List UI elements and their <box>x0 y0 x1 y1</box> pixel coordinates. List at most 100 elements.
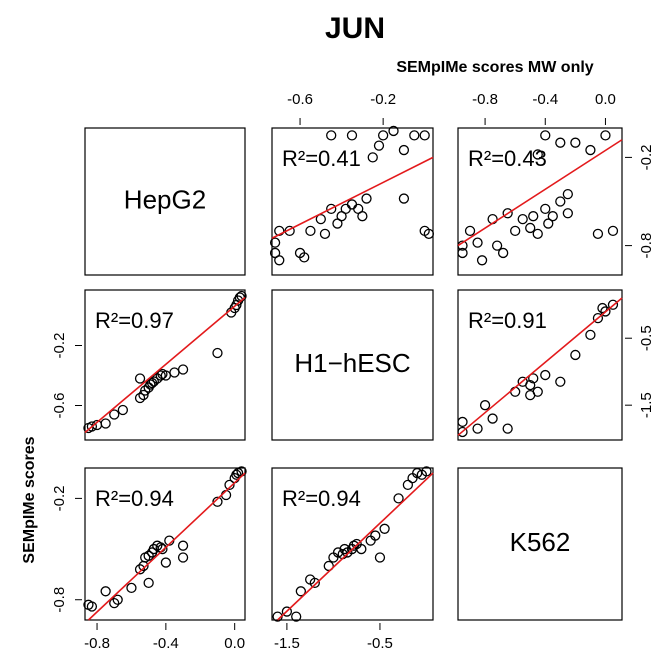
x-tick-label: -0.2 <box>370 91 396 108</box>
point <box>393 493 404 504</box>
point <box>547 211 558 222</box>
point <box>528 211 539 222</box>
x-tick-label: -0.6 <box>287 91 313 108</box>
fit-line <box>457 297 623 436</box>
panel-frame <box>271 289 434 441</box>
variable-label: H1−hESC <box>294 348 410 378</box>
r-squared: R²=0.43 <box>468 146 547 171</box>
point <box>157 543 168 555</box>
point <box>100 418 111 429</box>
y-tick-label: -0.8 <box>51 587 68 613</box>
point <box>517 213 528 225</box>
point <box>319 228 331 239</box>
point <box>357 211 368 222</box>
point <box>540 203 551 215</box>
panel-frame <box>271 467 434 621</box>
y-tick-label: -1.5 <box>638 392 655 418</box>
point <box>315 213 326 225</box>
point <box>305 225 316 237</box>
point <box>528 373 539 384</box>
point <box>281 606 293 617</box>
point <box>346 199 358 210</box>
point <box>340 203 351 215</box>
left-axis-label: SEMpIMe scores <box>21 436 38 563</box>
point <box>532 149 543 160</box>
x-tick-label: -0.8 <box>84 635 110 652</box>
point <box>457 426 468 438</box>
point <box>299 252 310 263</box>
point <box>177 364 189 375</box>
point <box>476 255 488 266</box>
fit-line <box>277 472 434 621</box>
point <box>416 469 427 480</box>
point <box>555 137 566 148</box>
point <box>600 306 611 317</box>
point <box>491 240 503 251</box>
point <box>600 130 611 141</box>
point <box>540 369 551 381</box>
panel-frame <box>457 289 623 441</box>
point <box>457 247 468 259</box>
point <box>86 421 98 432</box>
point <box>607 225 619 237</box>
y-tick-label: -0.2 <box>51 333 68 359</box>
variable-label: HepG2 <box>124 184 206 214</box>
fit-line <box>84 296 246 434</box>
fit-line <box>87 472 246 621</box>
chart-title: JUN <box>325 12 385 45</box>
point <box>212 347 223 359</box>
fit-line <box>271 156 434 239</box>
y-tick-label: -0.6 <box>51 393 68 419</box>
y-tick-label: -0.2 <box>638 144 655 170</box>
point <box>143 577 154 588</box>
point <box>143 550 154 561</box>
point <box>423 228 434 239</box>
point <box>339 543 350 555</box>
point <box>510 225 521 237</box>
point <box>269 237 281 248</box>
point <box>409 130 420 141</box>
point <box>597 302 608 314</box>
x-tick-label: -1.5 <box>274 635 300 652</box>
point <box>510 386 521 397</box>
point <box>472 423 483 434</box>
point <box>109 409 120 420</box>
x-tick-label: 0.0 <box>224 635 245 652</box>
point <box>525 379 536 391</box>
point <box>487 413 498 424</box>
y-tick-label: -0.8 <box>638 233 655 259</box>
point <box>388 125 399 137</box>
y-tick-label: -0.5 <box>638 325 655 351</box>
variable-label: K562 <box>510 527 571 557</box>
point <box>224 479 235 491</box>
point <box>145 379 156 390</box>
point <box>562 188 573 200</box>
point <box>398 193 410 204</box>
point <box>555 196 566 207</box>
point <box>472 237 483 248</box>
r-squared: R²=0.94 <box>95 486 174 511</box>
point <box>109 597 120 609</box>
point <box>100 586 111 597</box>
point <box>502 423 513 434</box>
point <box>160 370 172 381</box>
point <box>367 152 378 163</box>
point <box>326 130 337 141</box>
point <box>373 140 385 151</box>
point <box>592 312 604 324</box>
point <box>155 370 166 381</box>
point <box>86 601 98 612</box>
r-squared: R²=0.41 <box>282 146 361 171</box>
point <box>291 611 302 622</box>
point <box>160 557 172 568</box>
x-tick-label: 0.0 <box>595 91 616 108</box>
point <box>134 373 146 384</box>
y-tick-label: -0.2 <box>51 485 68 511</box>
r-squared: R²=0.91 <box>468 308 547 333</box>
point <box>295 586 306 597</box>
point <box>464 225 476 237</box>
point <box>370 530 381 541</box>
point <box>497 247 509 259</box>
point <box>479 400 491 411</box>
